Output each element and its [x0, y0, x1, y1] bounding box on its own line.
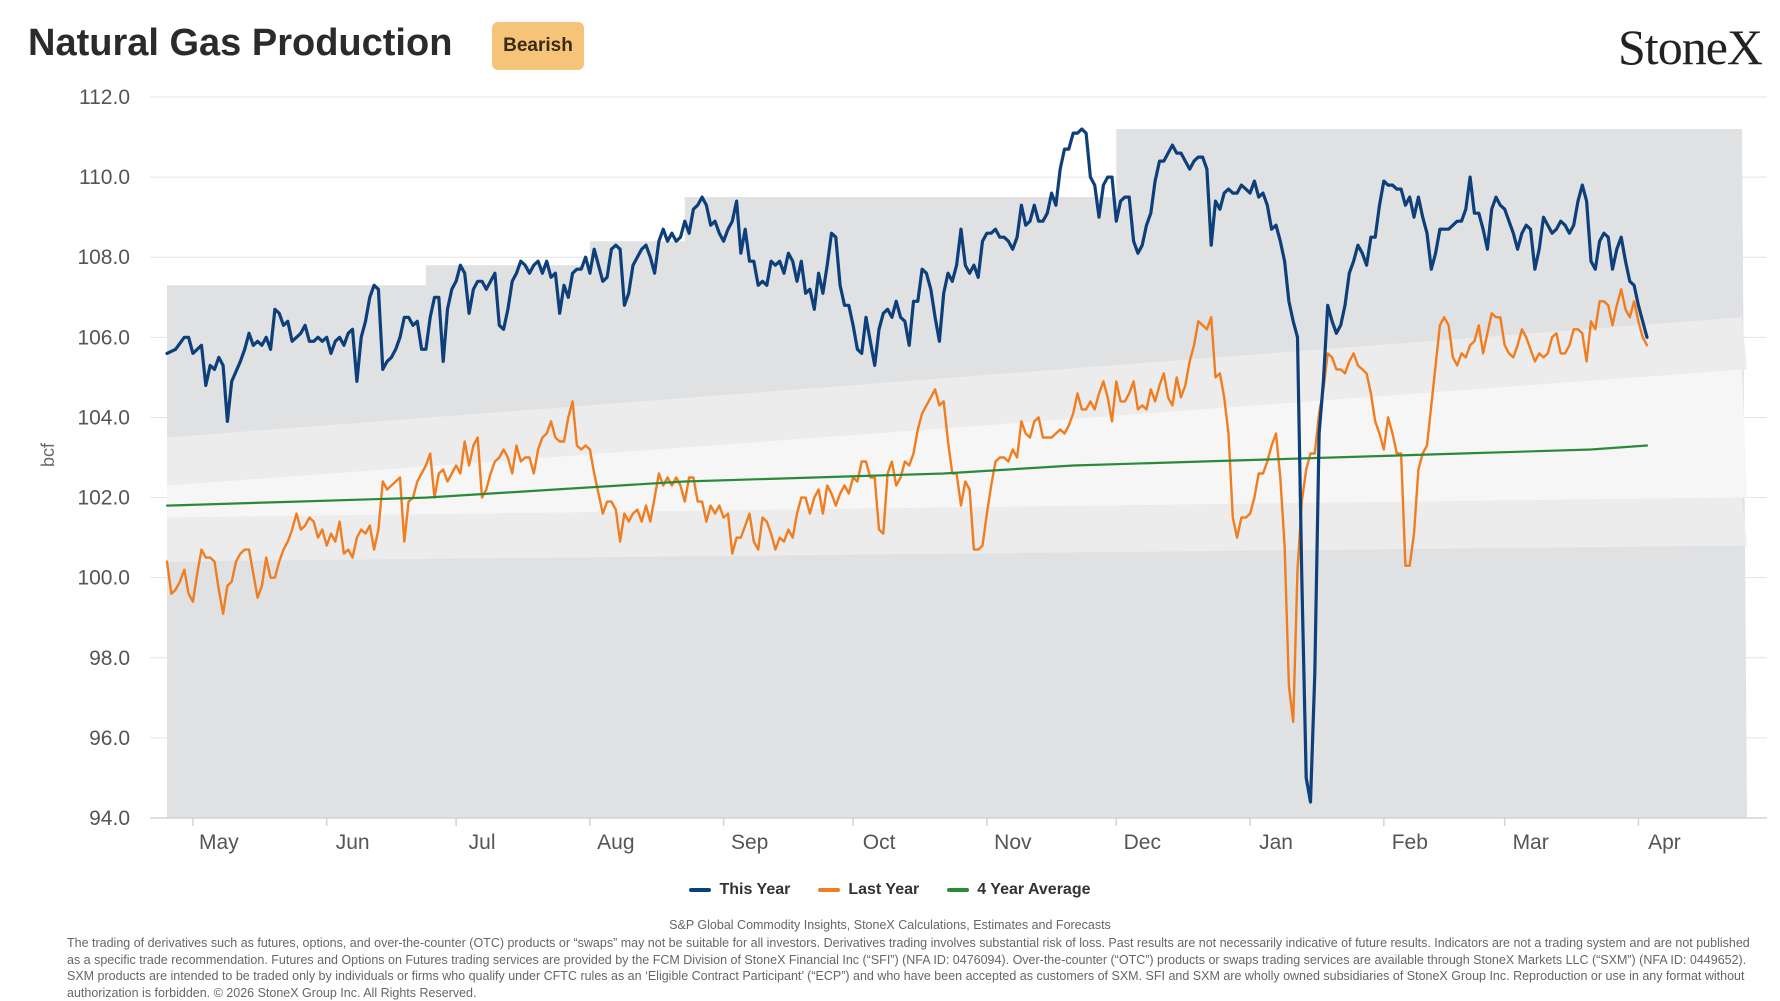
x-tick-label: Dec [1124, 831, 1161, 854]
legend-label-4-year-average: 4 Year Average [977, 881, 1091, 898]
chart-legend: This Year Last Year 4 Year Average [0, 881, 1780, 899]
x-tick-label: Jun [336, 831, 370, 854]
series-last-year-line [165, 288, 1649, 724]
y-tick-label: 100.0 [77, 567, 130, 590]
y-tick-label: 108.0 [77, 246, 130, 269]
band-mid-lower [167, 497, 1747, 562]
legend-swatch-this-year [689, 888, 712, 892]
y-tick-label: 112.0 [79, 86, 130, 109]
y-tick-label: 110.0 [79, 166, 130, 189]
legend-label-this-year: This Year [719, 881, 791, 898]
legend-item-last-year[interactable]: Last Year [818, 881, 919, 899]
y-tick-label: 96.0 [89, 727, 130, 750]
production-chart: 112.0 110.0 108.0 106.0 104.0 102.0 100.0 98.0 9… [38, 86, 1767, 854]
legend-item-this-year[interactable]: This Year [689, 881, 790, 899]
source-note: S&P Global Commodity Insights, StoneX Ca… [669, 918, 1111, 932]
series-lines [165, 127, 1649, 804]
x-tick-labels: May Jun Jul Aug Sep Oct Nov Dec Jan Feb Mar Apr [150, 817, 1767, 854]
x-tick-label: Apr [1648, 831, 1681, 854]
y-tick-label: 94.0 [89, 807, 130, 830]
stonex-logo: StoneX [1618, 19, 1763, 75]
y-tick-label: 104.0 [77, 406, 130, 429]
series-this-year-line [165, 127, 1649, 804]
x-tick-label: Sep [731, 831, 768, 854]
legend-item-4-year-average[interactable]: 4 Year Average [947, 881, 1091, 899]
y-tick-labels: 112.0 110.0 108.0 106.0 104.0 102.0 100.0 98.0 9… [77, 86, 130, 830]
x-tick-label: Feb [1392, 831, 1428, 854]
x-tick-label: Jul [469, 831, 496, 854]
x-tick-label: Oct [863, 831, 896, 854]
band-mid-upper [167, 317, 1747, 486]
series-4-year-average-line [165, 444, 1649, 507]
band-inner [167, 369, 1747, 518]
y-tick-label: 102.0 [77, 487, 130, 510]
legend-label-last-year: Last Year [848, 881, 920, 898]
page-title: Natural Gas Production [28, 22, 453, 64]
y-axis-label: bcf [38, 442, 58, 467]
x-tick-label: Aug [597, 831, 634, 854]
sentiment-badge: Bearish [492, 22, 584, 70]
x-tick-label: Jan [1259, 831, 1293, 854]
x-tick-label: Mar [1513, 831, 1549, 854]
y-tick-label: 98.0 [89, 647, 130, 670]
x-tick-label: May [199, 831, 239, 854]
disclaimer-text: The trading of derivatives such as futur… [67, 936, 1750, 1000]
y-tick-label: 106.0 [77, 326, 130, 349]
legend-swatch-last-year [818, 888, 841, 892]
legend-swatch-4-year-average [947, 888, 970, 892]
x-tick-label: Nov [994, 831, 1032, 854]
